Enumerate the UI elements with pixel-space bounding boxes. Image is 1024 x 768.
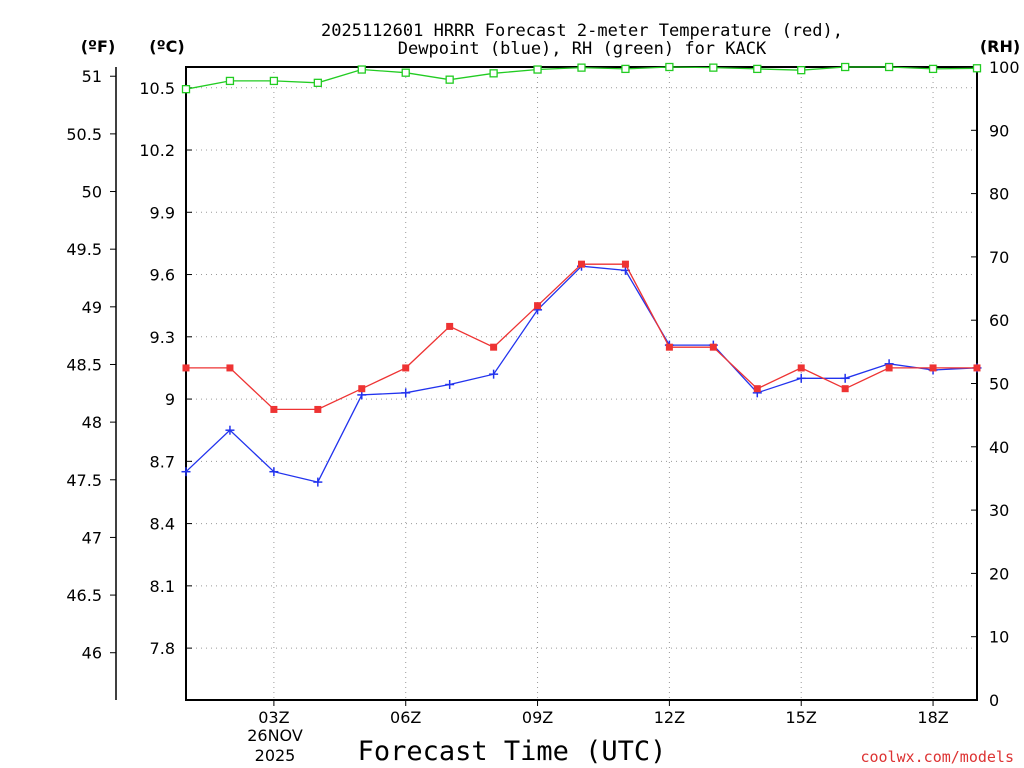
temperature-point — [578, 260, 585, 268]
temperature-point — [753, 385, 761, 393]
celsius-tick-label: 9.9 — [150, 203, 175, 222]
rh-axis-unit: (RH) — [980, 37, 1020, 56]
rh-tick-label: 80 — [989, 185, 1009, 204]
temperature-point — [534, 302, 542, 310]
rh-tick-label: 70 — [989, 248, 1009, 267]
rh-point — [928, 64, 938, 74]
rh-point — [841, 62, 850, 72]
celsius-tick-label: 8.7 — [150, 452, 175, 471]
temperature-point — [314, 405, 322, 413]
fahrenheit-tick-label: 49.5 — [66, 240, 102, 259]
rh-point — [357, 65, 366, 74]
temperature-point — [270, 405, 278, 413]
temperature-point — [358, 385, 366, 393]
fahrenheit-tick-label: 48.5 — [66, 355, 102, 374]
celsius-axis-unit: (ºC) — [149, 37, 184, 56]
rh-point — [621, 64, 630, 74]
rh-tick-label: 50 — [989, 375, 1009, 394]
x-tick-label: 12Z — [654, 708, 685, 727]
rh-tick-label: 40 — [989, 438, 1009, 457]
dewpoint-point — [401, 388, 411, 398]
rh-tick-label: 90 — [989, 121, 1009, 140]
temperature-point — [709, 343, 717, 351]
temperature-point — [797, 364, 805, 372]
rh-point — [533, 65, 542, 74]
x-tick-label: 15Z — [786, 708, 817, 727]
temperature-point — [841, 385, 849, 393]
x-axis-title: Forecast Time (UTC) — [358, 736, 667, 767]
temperature-point — [446, 322, 454, 330]
date-label-day: 26NOV — [247, 726, 303, 745]
fahrenheit-tick-label: 49 — [82, 298, 102, 317]
dewpoint-point — [225, 425, 235, 435]
celsius-tick-label: 8.1 — [150, 577, 175, 596]
rh-point — [577, 63, 586, 72]
rh-point — [489, 69, 498, 78]
celsius-tick-label: 9.3 — [150, 328, 175, 347]
x-tick-label: 03Z — [258, 708, 289, 727]
rh-tick-label: 100 — [989, 58, 1020, 77]
celsius-tick-label: 7.8 — [150, 639, 175, 658]
fahrenheit-tick-label: 50.5 — [66, 125, 102, 144]
rh-point — [709, 63, 718, 72]
celsius-tick-label: 10.2 — [139, 141, 175, 160]
temperature-point — [621, 260, 629, 268]
rh-tick-label: 10 — [989, 628, 1009, 647]
temperature-point — [490, 343, 498, 351]
dewpoint-point — [181, 467, 191, 477]
gridlines — [186, 67, 977, 700]
rh-point — [225, 76, 235, 86]
fahrenheit-tick-label: 47 — [82, 528, 102, 547]
fahrenheit-tick-label: 51 — [82, 67, 102, 86]
rh-point — [269, 76, 279, 86]
celsius-tick-label: 9 — [165, 390, 175, 409]
dewpoint-point — [445, 380, 455, 390]
fahrenheit-tick-label: 48 — [82, 413, 102, 432]
rh-tick-label: 0 — [989, 691, 999, 710]
rh-point — [884, 62, 894, 72]
rh-point — [401, 68, 410, 77]
rh-point — [665, 62, 674, 72]
rh-point — [313, 78, 322, 87]
rh-point — [797, 66, 806, 75]
rh-tick-label: 20 — [989, 564, 1009, 583]
temperature-point — [885, 364, 893, 372]
dewpoint-point — [489, 369, 499, 379]
rh-tick-label: 30 — [989, 501, 1009, 520]
date-label-year: 2025 — [255, 746, 296, 765]
dewpoint-point — [269, 467, 279, 477]
celsius-tick-label: 10.5 — [139, 79, 175, 98]
fahrenheit-tick-label: 46 — [82, 644, 102, 663]
rh-tick-label: 60 — [989, 311, 1009, 330]
dewpoint-point — [840, 373, 850, 383]
temperature-point — [402, 364, 410, 372]
tick-labels: 7.8 8.1 8.4 8.7 9 9.3 9.6 9.9 10.2 10.5 03Z 06Z 09Z 1… — [66, 58, 1019, 727]
fahrenheit-tick-label: 47.5 — [66, 471, 102, 490]
x-tick-label: 09Z — [522, 708, 553, 727]
chart-title-line-2: Dewpoint (blue), RH (green) for KACK — [398, 39, 767, 59]
fahrenheit-tick-label: 46.5 — [66, 586, 102, 605]
celsius-tick-label: 8.4 — [150, 515, 175, 534]
series-layer — [181, 62, 982, 487]
rh-point — [181, 85, 191, 94]
temperature-point — [973, 364, 981, 372]
rh-point — [445, 75, 454, 84]
dewpoint-point — [796, 373, 806, 383]
x-tick-label: 18Z — [917, 708, 948, 727]
chart-title-line-1: 2025112601 HRRR Forecast 2-meter Tempera… — [321, 21, 843, 41]
temperature-point — [665, 343, 673, 351]
rh-point — [753, 64, 762, 74]
rh-point — [972, 64, 982, 73]
temperature-point — [182, 364, 190, 372]
fahrenheit-axis-unit: (ºF) — [81, 37, 116, 56]
temperature-point — [929, 364, 937, 372]
watermark: coolwx.com/models — [860, 748, 1014, 766]
temperature-point — [226, 364, 234, 372]
x-tick-label: 06Z — [390, 708, 421, 727]
fahrenheit-tick-label: 50 — [82, 183, 102, 202]
dewpoint-point — [313, 477, 323, 487]
celsius-tick-label: 9.6 — [150, 266, 175, 285]
